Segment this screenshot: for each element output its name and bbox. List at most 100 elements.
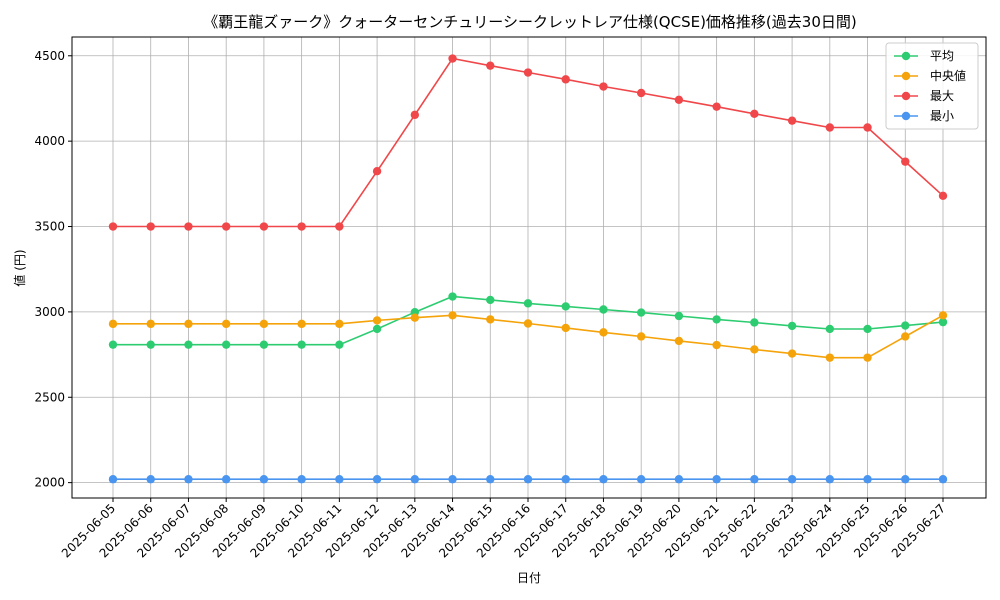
data-point [297,222,306,231]
data-point [108,475,118,484]
data-point [825,353,835,362]
y-tick-label: 2000 [34,476,65,490]
data-point [410,475,420,484]
data-point [523,319,533,328]
data-point [486,315,495,324]
legend-marker [901,91,911,101]
data-point [448,54,457,63]
data-point [863,324,872,334]
x-axis-label: 日付 [517,571,541,585]
data-point [674,95,684,105]
data-point [108,340,118,349]
plot-area-frame [71,36,987,499]
legend-label: 平均 [930,49,954,63]
series-group [108,54,948,484]
series-1 [108,311,948,362]
data-point [146,340,155,349]
data-point [259,222,269,231]
data-point [561,475,570,484]
data-point [674,475,684,484]
data-point [561,323,570,333]
data-point [712,340,721,350]
data-point [372,475,382,484]
data-point [297,319,306,329]
data-point [486,61,495,70]
data-point [750,318,759,327]
data-point [750,475,759,484]
data-point [561,75,570,84]
data-point [221,475,231,484]
data-point [938,191,948,200]
data-point [184,319,193,329]
data-point [259,319,269,329]
data-point [108,319,118,329]
data-point [787,349,797,358]
data-point [335,319,344,329]
data-point [636,88,646,98]
data-point [561,302,570,311]
data-point [184,340,193,349]
data-point [259,475,269,484]
data-point [448,475,457,484]
data-point [674,336,684,346]
legend-label: 中央値 [930,68,966,83]
data-point [712,315,721,324]
data-point [901,157,910,166]
data-point [863,353,872,362]
legend-marker [901,71,911,81]
data-point [750,345,759,354]
data-point [523,68,533,77]
legend-box [885,42,979,130]
series-2 [108,54,948,231]
data-point [523,475,533,484]
data-point [901,332,910,341]
data-point [448,311,457,320]
legend-label: 最小 [930,109,954,123]
data-point [372,316,382,325]
data-point [938,475,948,484]
y-tick-label: 3500 [34,220,65,234]
data-point [901,475,910,484]
data-point [599,305,608,314]
y-tick-label: 4000 [34,134,65,148]
series-0 [108,292,948,349]
data-point [787,116,797,125]
data-point [448,292,457,301]
data-point [410,110,420,120]
data-point [825,123,835,132]
y-tick-label: 4500 [34,49,65,63]
data-point [146,222,155,231]
data-point [297,475,306,484]
data-point [901,321,910,330]
grid-lines [72,37,986,498]
data-point [184,475,193,484]
legend-marker [901,51,911,61]
data-point [863,123,872,132]
legend-label: 最大 [930,89,954,103]
data-point [599,328,608,337]
data-point [259,340,269,349]
data-point [523,299,533,308]
data-point [825,324,835,334]
data-point [599,82,608,91]
data-point [335,475,344,484]
data-point [712,102,721,111]
data-point [335,222,344,231]
data-point [221,340,231,349]
data-point [184,222,193,231]
data-point [335,340,344,349]
data-point [372,324,382,334]
y-axis-ticks: 2000 2500 3000 3500 4000 4500 [34,49,72,490]
data-point [787,475,797,484]
data-point [486,475,495,484]
data-point [750,109,759,119]
data-point [863,475,872,484]
data-point [787,321,797,331]
data-point [636,475,646,484]
data-point [938,317,948,327]
data-point [599,475,608,484]
y-tick-label: 3000 [34,305,65,319]
data-point [674,311,684,321]
series-3 [108,475,948,484]
